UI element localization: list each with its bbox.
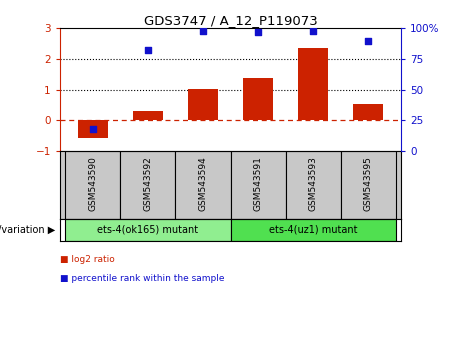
Bar	[230, 219, 396, 241]
Text: GSM543595: GSM543595	[364, 156, 372, 211]
Bar	[285, 151, 341, 219]
Text: ■ log2 ratio: ■ log2 ratio	[60, 255, 115, 264]
Point	[144, 47, 152, 53]
Bar	[243, 78, 273, 120]
Point	[364, 38, 372, 44]
Title: GDS3747 / A_12_P119073: GDS3747 / A_12_P119073	[144, 14, 317, 27]
Point	[309, 28, 317, 34]
Bar	[188, 89, 218, 120]
Text: GSM543591: GSM543591	[254, 156, 262, 211]
Bar	[353, 104, 383, 120]
Text: ets-4(uz1) mutant: ets-4(uz1) mutant	[269, 225, 357, 235]
Point	[199, 28, 207, 34]
Bar	[120, 151, 176, 219]
Bar	[65, 219, 230, 241]
Point	[89, 126, 97, 132]
Text: ■ percentile rank within the sample: ■ percentile rank within the sample	[60, 274, 225, 283]
Text: genotype/variation ▶: genotype/variation ▶	[0, 225, 55, 235]
Text: ets-4(ok165) mutant: ets-4(ok165) mutant	[97, 225, 199, 235]
Bar	[230, 151, 285, 219]
Text: GSM543594: GSM543594	[199, 156, 207, 211]
Text: GSM543593: GSM543593	[308, 156, 318, 211]
Point	[254, 29, 262, 35]
Bar	[133, 110, 163, 120]
Bar	[176, 151, 230, 219]
Text: GSM543590: GSM543590	[89, 156, 97, 211]
Text: GSM543592: GSM543592	[143, 156, 153, 211]
Bar	[78, 120, 108, 138]
Bar	[341, 151, 396, 219]
Bar	[298, 48, 328, 120]
Bar	[65, 151, 120, 219]
